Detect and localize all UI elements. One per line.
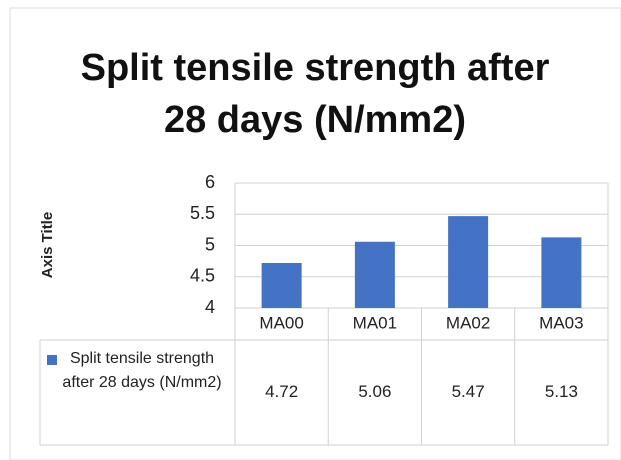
bar xyxy=(354,241,395,308)
legend-swatch xyxy=(47,355,57,365)
chart-title: Split tensile strength after 28 days (N/… xyxy=(80,47,550,141)
x-tick-label: MA00 xyxy=(259,313,303,332)
legend-entry: Split tensile strength after 28 days (N/… xyxy=(62,350,222,391)
table-value: 5.13 xyxy=(545,382,578,401)
table-value: 5.47 xyxy=(452,382,485,401)
x-tick-label: MA02 xyxy=(446,313,490,332)
y-tick-label: 4.5 xyxy=(190,266,215,286)
legend-box: Split tensile strength after 28 days (N/… xyxy=(62,350,222,391)
table-value: 4.72 xyxy=(265,382,298,401)
y-tick-label: 5.5 xyxy=(190,203,215,223)
x-tick-label: MA01 xyxy=(353,313,397,332)
bar xyxy=(541,237,582,308)
bar xyxy=(448,216,489,308)
y-tick-label: 5 xyxy=(205,234,215,254)
y-tick-label: 6 xyxy=(205,172,215,192)
bar xyxy=(261,263,302,308)
x-tick-label: MA03 xyxy=(539,313,583,332)
chart-border xyxy=(9,7,621,460)
y-tick-label: 4 xyxy=(205,297,215,317)
table-value: 5.06 xyxy=(358,382,391,401)
y-axis-label: Axis Title xyxy=(39,212,56,278)
